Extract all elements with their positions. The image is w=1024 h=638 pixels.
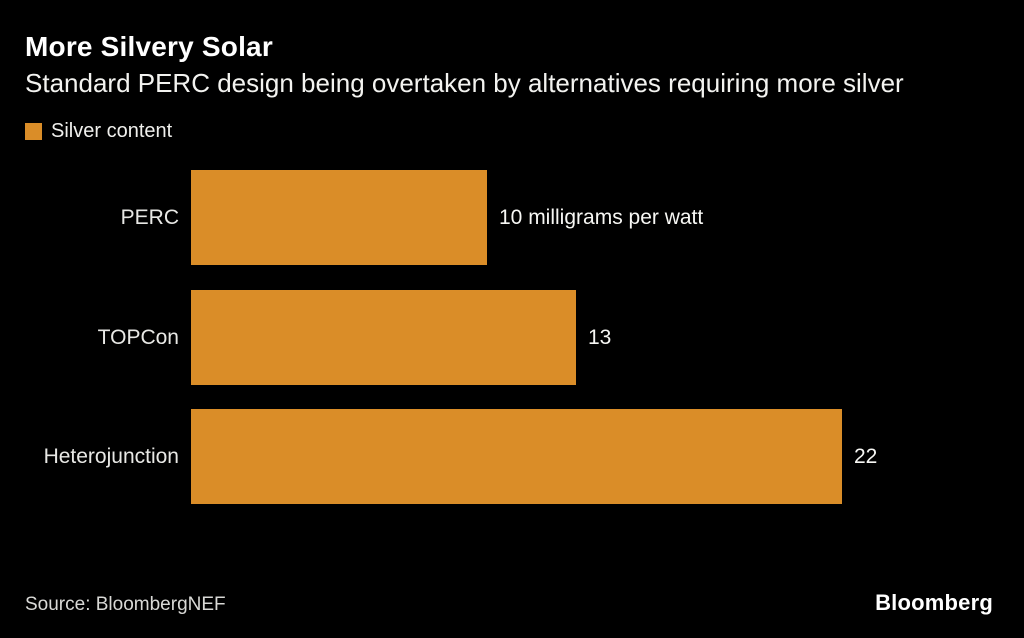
legend: Silver content [25, 120, 172, 143]
category-label: TOPCon [97, 325, 179, 349]
chart-row: Heterojunction 22 [0, 409, 1024, 504]
page-subtitle: Standard PERC design being overtaken by … [25, 68, 904, 98]
category-label: PERC [120, 205, 179, 229]
value-label: 10 milligrams per watt [499, 205, 704, 229]
bar-heterojunction [191, 409, 842, 504]
chart-row: PERC 10 milligrams per watt [0, 170, 1024, 265]
bar-topcon [191, 290, 576, 385]
source-note: Source: BloombergNEF [25, 594, 226, 615]
bloomberg-logo: Bloomberg [875, 590, 993, 615]
category-label: Heterojunction [43, 444, 179, 468]
value-label: 22 [854, 444, 878, 468]
bar-chart: PERC 10 milligrams per watt TOPCon 13 Hetero… [0, 170, 1024, 510]
value-label: 13 [588, 325, 612, 349]
bar-perc [191, 170, 487, 265]
legend-swatch-icon [25, 123, 42, 140]
chart-row: TOPCon 13 [0, 290, 1024, 385]
page-title: More Silvery Solar [25, 31, 273, 62]
legend-label: Silver content [51, 120, 173, 142]
